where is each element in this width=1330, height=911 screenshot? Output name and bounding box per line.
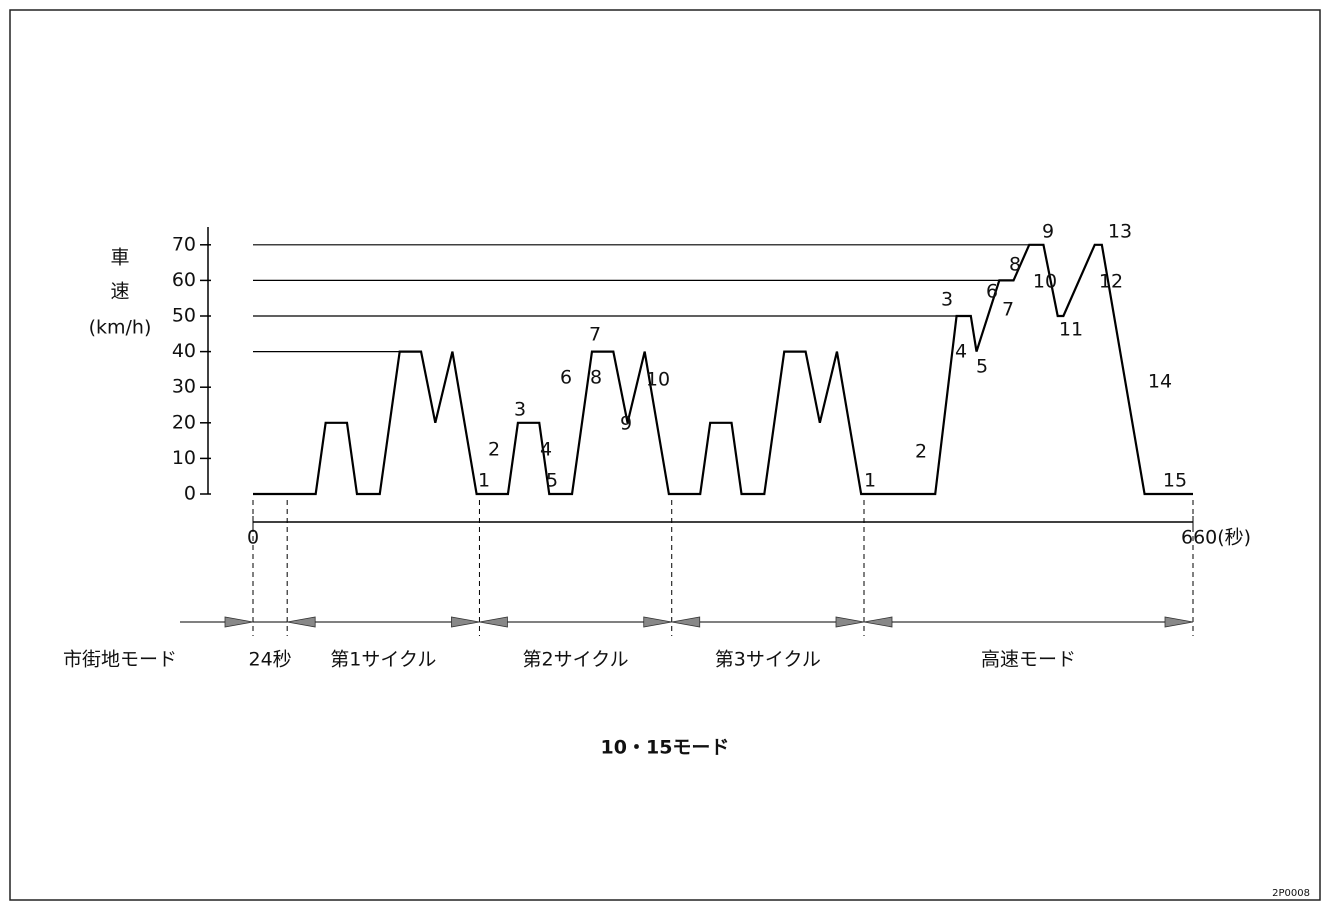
phase-number: 8: [1009, 254, 1021, 276]
phase-number: 5: [546, 470, 558, 492]
phase-number: 7: [589, 324, 601, 346]
x-tick-label: 660(秒): [1181, 527, 1251, 549]
y-tick-label: 70: [172, 233, 196, 255]
arrow-head: [863, 616, 893, 628]
phase-number: 9: [1042, 221, 1054, 243]
arrow-head: [451, 616, 480, 628]
phase-label: 第2サイクル: [523, 649, 629, 671]
arrow-head: [643, 616, 672, 628]
arrow-head: [671, 616, 701, 628]
phase-number: 2: [488, 439, 500, 461]
phase-number: 8: [590, 367, 602, 389]
caption: 10・15モード: [601, 737, 730, 759]
phase-number: 14: [1148, 371, 1172, 393]
arrow-head: [1164, 616, 1194, 628]
phase-number: 3: [514, 399, 526, 421]
phase-number: 13: [1108, 221, 1132, 243]
phase-label: 第1サイクル: [330, 649, 436, 671]
frame: [9, 9, 1321, 901]
y-axis-label: 車: [110, 247, 129, 269]
phase-number: 4: [955, 341, 967, 363]
speed-line: [253, 243, 1193, 496]
phase-label: 第3サイクル: [715, 649, 821, 671]
y-tick-label: 50: [172, 305, 196, 327]
phase-number: 2: [915, 441, 927, 463]
y-axis-label: (km/h): [89, 317, 152, 339]
mode-label: 市街地モード: [63, 649, 177, 671]
y-axis-label: 速: [110, 281, 129, 303]
phase-number: 3: [941, 289, 953, 311]
phase-label: 高速モード: [981, 649, 1076, 671]
phase-number: 11: [1059, 319, 1083, 341]
figure-id: 2P0008: [1272, 888, 1310, 899]
phase-number: 1: [478, 470, 490, 492]
y-tick-label: 20: [172, 411, 196, 433]
phase-number: 9: [620, 413, 632, 435]
arrow-head: [287, 616, 316, 628]
arrow-head: [835, 616, 865, 628]
y-tick-label: 40: [172, 340, 196, 362]
phase-number: 6: [560, 367, 572, 389]
phase-number: 6: [986, 281, 998, 303]
phase-number: 7: [1002, 299, 1014, 321]
phase-number: 4: [540, 439, 552, 461]
y-tick-label: 10: [172, 447, 196, 469]
y-tick-label: 30: [172, 376, 196, 398]
y-tick-label: 60: [172, 269, 196, 291]
phase-number: 12: [1099, 271, 1123, 293]
y-tick-label: 0: [184, 483, 196, 505]
arrow-head: [224, 616, 254, 628]
arrow-head: [479, 616, 508, 628]
phase-label: 24秒: [248, 649, 291, 671]
phase-number: 1: [864, 470, 876, 492]
phase-number: 10: [1033, 271, 1057, 293]
phase-number: 15: [1163, 470, 1187, 492]
phase-number: 5: [976, 356, 988, 378]
phase-number: 10: [646, 369, 670, 391]
